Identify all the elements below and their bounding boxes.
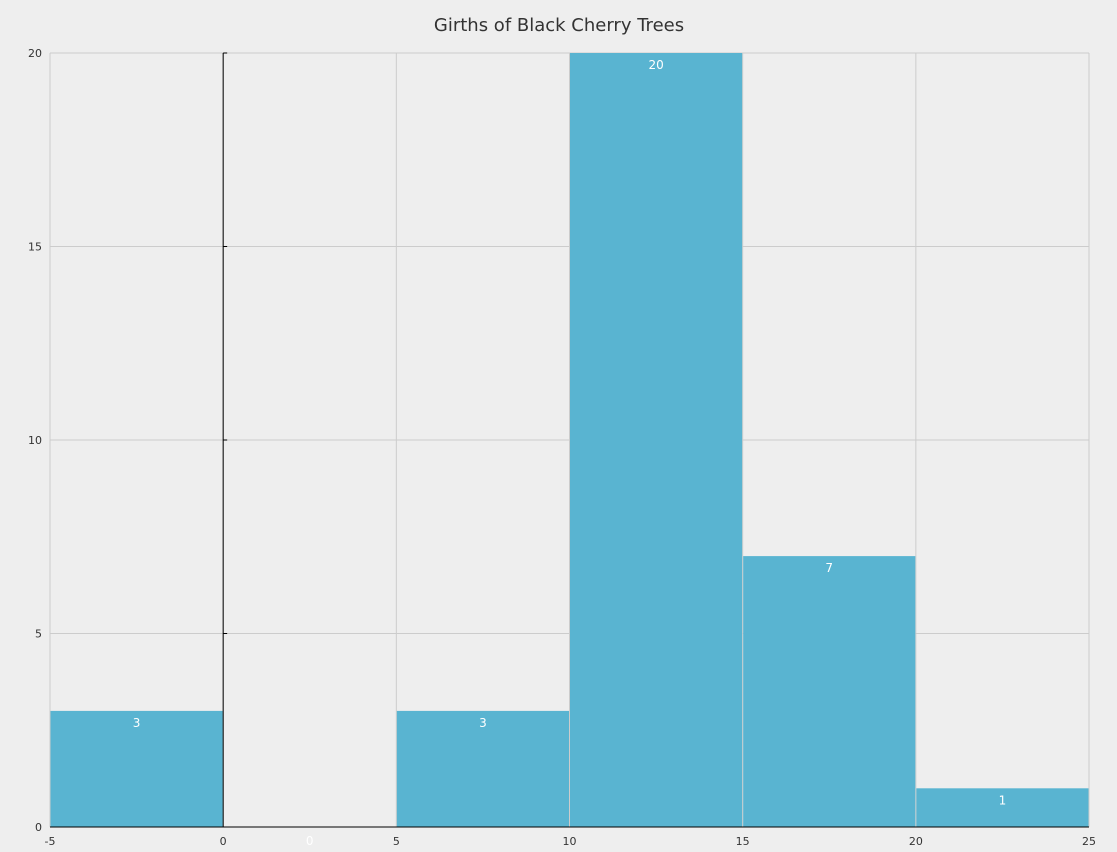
x-tick-label: 0 — [220, 835, 227, 848]
axes — [50, 52, 1089, 828]
x-tick-label: 25 — [1082, 835, 1096, 848]
y-tick-label: 15 — [28, 241, 42, 254]
bar-value-label: 1 — [999, 793, 1007, 807]
bar-value-label: 3 — [479, 716, 487, 730]
bar-value-label: 0 — [306, 834, 314, 848]
x-tick-label: 15 — [736, 835, 750, 848]
histogram-bar — [396, 710, 569, 827]
histogram-bar — [743, 556, 916, 827]
bar-value-label: 20 — [648, 58, 663, 72]
x-tick-label: -5 — [45, 835, 56, 848]
y-tick-label: 20 — [28, 47, 42, 60]
histogram-bar — [916, 788, 1089, 827]
x-tick-label: 10 — [563, 835, 577, 848]
chart-title: Girths of Black Cherry Trees — [434, 15, 684, 36]
histogram-bar — [50, 710, 223, 827]
x-tick-labels: -5 0 5 10 15 20 25 — [45, 835, 1096, 848]
bars — [50, 53, 1089, 827]
bar-value-label: 3 — [133, 716, 141, 730]
y-tick-label: 10 — [28, 434, 42, 447]
y-tick-label: 5 — [35, 628, 42, 641]
histogram-bar — [570, 53, 743, 827]
x-tick-label: 5 — [393, 835, 400, 848]
y-tick-label: 0 — [35, 821, 42, 834]
x-tick-label: 20 — [909, 835, 923, 848]
bar-value-label: 7 — [825, 561, 833, 575]
y-tick-labels: 0 5 10 15 20 — [28, 47, 42, 834]
bar-value-labels: 3 0 3 20 7 1 — [133, 58, 1006, 848]
